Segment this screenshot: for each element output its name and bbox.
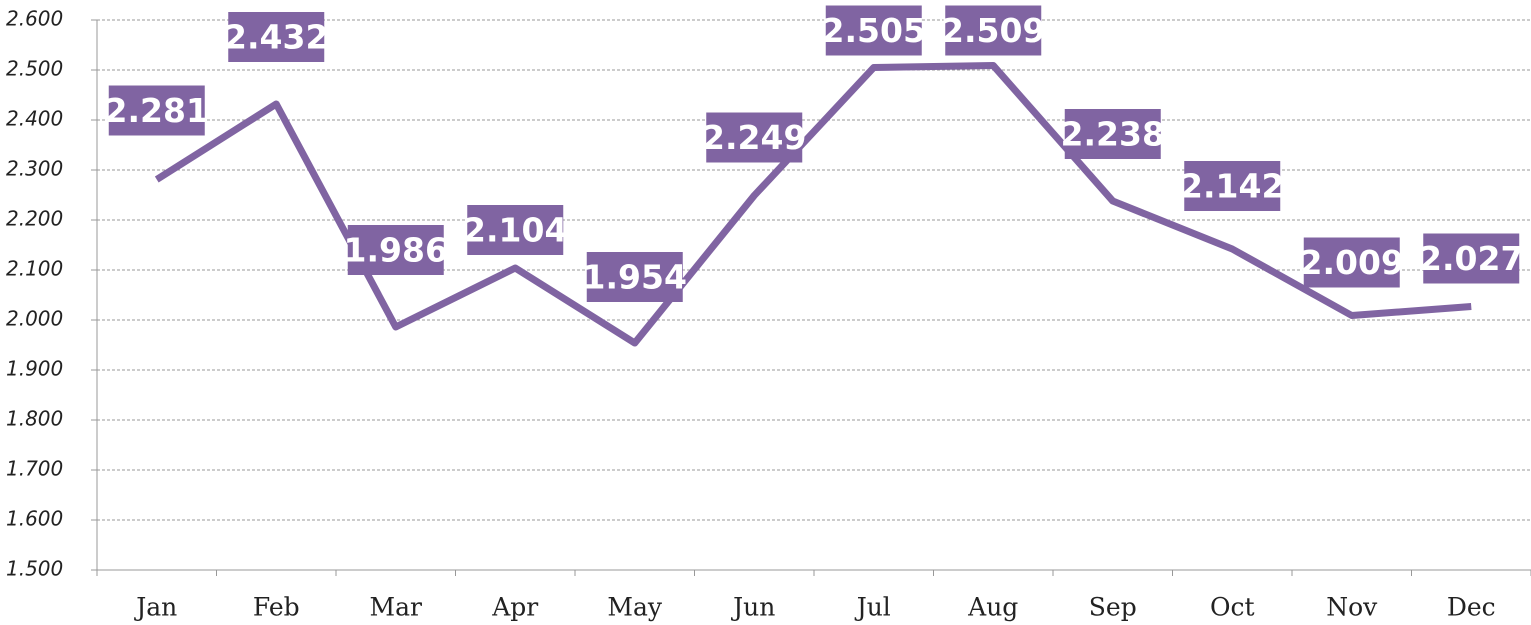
y-tick-label: 2.300	[6, 157, 63, 181]
x-tick-label: Jan	[133, 593, 177, 622]
y-tick-label: 2.600	[6, 7, 63, 31]
data-label: 2.027	[1419, 239, 1523, 278]
x-tick-label: Apr	[491, 593, 538, 622]
data-label: 1.986	[344, 231, 448, 270]
y-tick-label: 2.000	[6, 307, 63, 331]
data-label-box	[1303, 237, 1400, 288]
y-tick-label: 1.800	[6, 407, 63, 431]
y-tick-label: 2.200	[6, 207, 63, 231]
x-tick-label: Feb	[253, 593, 300, 622]
y-tick-label: 2.100	[6, 257, 63, 281]
data-label-box	[586, 252, 683, 302]
x-tick-label: Aug	[967, 593, 1018, 622]
data-label: 2.432	[224, 18, 328, 57]
data-label: 2.238	[1061, 115, 1165, 154]
y-tick-label: 1.700	[6, 457, 63, 481]
x-tick-label: Jun	[730, 593, 775, 622]
x-tick-label: May	[607, 593, 663, 622]
y-tick-label: 2.500	[6, 57, 63, 81]
data-label: 1.954	[583, 258, 687, 297]
x-tick-label: Sep	[1089, 593, 1137, 622]
y-tick-label: 1.600	[6, 507, 63, 531]
data-label: 2.509	[941, 11, 1045, 50]
data-label-box	[228, 12, 325, 62]
line	[154, 62, 1472, 347]
data-label-box	[1184, 161, 1281, 211]
y-tick-label: 2.400	[6, 107, 63, 131]
data-label: 2.009	[1300, 243, 1404, 282]
data-label-box	[706, 112, 803, 163]
y-tick-label: 1.500	[6, 557, 63, 581]
data-label: 2.104	[463, 211, 567, 250]
data-label-box	[1423, 233, 1520, 284]
data-label-box	[108, 85, 205, 136]
x-tick-label: Jul	[854, 593, 891, 622]
y-tick-label: 1.900	[6, 357, 63, 381]
data-label-box	[467, 205, 564, 255]
data-label-box	[945, 5, 1042, 56]
x-tick-label: Nov	[1326, 593, 1378, 622]
data-label-box	[1064, 109, 1161, 159]
data-label: 2.249	[702, 118, 806, 157]
x-tick-label: Mar	[370, 593, 423, 622]
x-tick-label: Oct	[1210, 593, 1255, 622]
x-tick-label: Dec	[1447, 593, 1496, 622]
data-label: 2.281	[105, 91, 209, 130]
data-label-box	[347, 225, 444, 275]
data-label-box	[825, 5, 922, 56]
data-label: 2.505	[822, 11, 926, 50]
data-label: 2.142	[1180, 167, 1284, 206]
